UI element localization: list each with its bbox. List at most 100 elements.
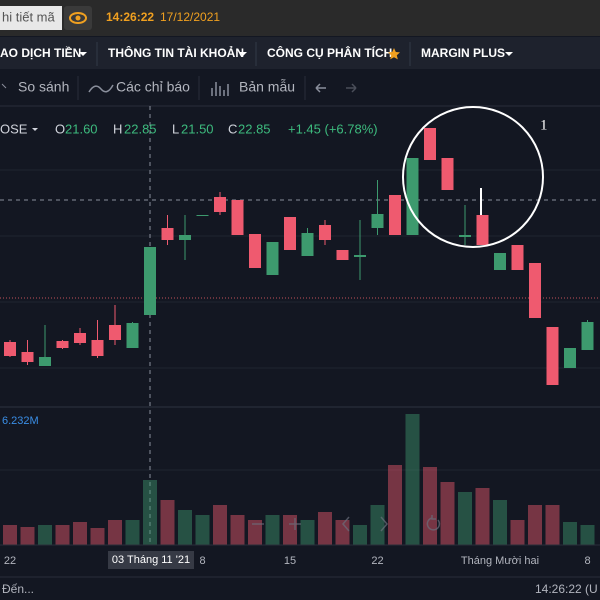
menu-bar (0, 37, 600, 69)
legend: OSE O 21.60 H 22.85 L 21.50 C 22.85 +1.4… (0, 121, 378, 136)
volume-bar (55, 525, 70, 545)
volume-bar (38, 525, 52, 545)
zoom-in[interactable] (289, 518, 301, 530)
candle-body (196, 215, 209, 216)
crosshair-label-box (108, 551, 194, 569)
candle-body (301, 233, 314, 256)
volume-bar (510, 520, 525, 545)
candle-body (21, 352, 34, 362)
legend-change: +1.45 (+6.78%) (288, 121, 378, 136)
volume-bar (458, 492, 472, 545)
volume-bar (108, 520, 122, 545)
volume-bar (545, 505, 560, 545)
toolbar-item[interactable]: Bản mẫu (239, 79, 295, 95)
candle-body (179, 235, 191, 240)
footer (0, 577, 600, 600)
volume-bar (388, 465, 402, 545)
volume-bar (230, 515, 245, 545)
template-icon (211, 82, 229, 96)
toolbar (0, 70, 600, 106)
candle-body (581, 322, 594, 350)
candle-body (39, 357, 51, 366)
legend-value: 21.60 (65, 121, 98, 136)
candle-body (231, 200, 244, 235)
candle-body (144, 247, 156, 315)
symbol: OSE (0, 121, 28, 136)
candle-body (564, 348, 576, 368)
volume-bar (3, 525, 17, 545)
candle-body (74, 333, 86, 343)
candle-body (161, 228, 174, 240)
icon (1, 83, 7, 89)
volume-bar (405, 414, 420, 545)
menu-item[interactable]: AO DỊCH TIỀN (0, 45, 81, 60)
x-tick-label: 15 (284, 555, 296, 567)
toolbar-item[interactable]: So sánh (18, 79, 69, 95)
legend-key: C (228, 121, 237, 136)
candle-body (389, 195, 401, 235)
volume-bar (90, 528, 105, 545)
candle-body (266, 242, 279, 275)
candle-body (126, 323, 139, 348)
x-tick-label: 22 (4, 555, 16, 567)
grid (0, 169, 600, 471)
scroll-left[interactable] (342, 516, 350, 532)
footer-time: 14:26:22 (U (535, 582, 598, 596)
eye-icon (69, 12, 87, 24)
volume-bar (248, 520, 262, 545)
volume-bar (335, 520, 350, 545)
scroll-right[interactable] (380, 516, 388, 532)
volume-bar (283, 515, 297, 545)
volume-bar (475, 488, 490, 545)
candle-body (371, 214, 384, 228)
candle-body (459, 235, 471, 237)
time: 14:26:22 (106, 10, 154, 24)
eye-pupil (75, 15, 81, 21)
search-box[interactable] (0, 6, 62, 30)
volume-bar (353, 525, 367, 545)
x-axis (0, 545, 600, 575)
volume-label: 6.232M (2, 415, 39, 427)
caret (239, 52, 247, 56)
candle-body (529, 263, 541, 318)
toolbar-item[interactable]: Các chỉ báo (116, 79, 190, 95)
candle-body (336, 250, 349, 260)
volume-bar (265, 515, 280, 545)
volume-bar (143, 480, 157, 545)
date: 17/12/2021 (160, 10, 220, 24)
volume-bar (73, 522, 87, 545)
annotation-circle (402, 106, 544, 248)
x-tick-label: Tháng Mười hai (461, 555, 539, 567)
undo-icon[interactable] (315, 83, 326, 93)
candle-body (249, 234, 261, 268)
volume-bar (160, 500, 175, 545)
legend-key: H (113, 121, 122, 136)
x-tick-label: 22 (371, 555, 383, 567)
reset[interactable] (426, 515, 441, 531)
menu-item[interactable]: MARGIN PLUS (421, 46, 505, 60)
candle-body (4, 342, 16, 356)
candle-body (214, 197, 226, 212)
candle-body (319, 225, 331, 240)
redo-icon[interactable] (346, 83, 357, 93)
legend-value: 22.85 (238, 121, 271, 136)
x-labels: 22 8 15 22 Tháng Mười hai 8 (4, 555, 591, 567)
volume-pane (3, 414, 595, 545)
crosshair-label: 03 Tháng 11 '21 (112, 554, 190, 566)
volume-bar (20, 527, 35, 545)
volume-bar (580, 525, 595, 545)
star-icon (388, 48, 400, 60)
volume-bar (528, 505, 542, 545)
volume-bar (178, 510, 192, 545)
candle-body (91, 340, 104, 356)
legend-key: O (55, 121, 65, 136)
annotation-text: 1 (540, 117, 548, 133)
menu-item[interactable]: CÔNG CỤ PHÂN TÍCH (267, 45, 392, 60)
menu-item[interactable]: THÔNG TIN TÀI KHOẢN (108, 45, 244, 60)
top-bar (0, 0, 600, 36)
indicator-icon (88, 84, 114, 93)
volume-bar (300, 520, 315, 545)
candle-body (284, 217, 296, 250)
